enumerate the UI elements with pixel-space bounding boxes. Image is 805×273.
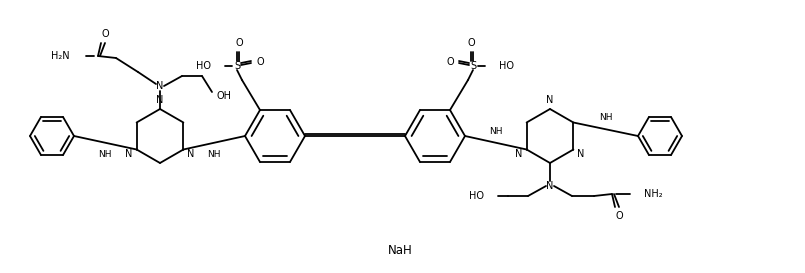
Text: S: S	[234, 61, 240, 71]
Text: H₂N: H₂N	[52, 51, 70, 61]
Text: O: O	[615, 211, 623, 221]
Text: N: N	[188, 149, 195, 159]
Text: NH: NH	[208, 150, 221, 159]
Text: HO: HO	[499, 61, 514, 71]
Text: HO: HO	[469, 191, 484, 201]
Text: NH₂: NH₂	[644, 189, 663, 199]
Text: N: N	[547, 95, 554, 105]
Text: N: N	[125, 149, 133, 159]
Text: NaH: NaH	[388, 245, 412, 257]
Text: O: O	[467, 38, 475, 48]
Text: N: N	[515, 149, 522, 159]
Text: O: O	[256, 57, 264, 67]
Text: N: N	[577, 149, 585, 159]
Text: NH: NH	[489, 127, 502, 136]
Text: N: N	[547, 181, 554, 191]
Text: N: N	[156, 95, 163, 105]
Text: O: O	[101, 29, 109, 39]
Text: OH: OH	[216, 91, 231, 101]
Text: O: O	[446, 57, 454, 67]
Text: O: O	[235, 38, 243, 48]
Text: HO: HO	[196, 61, 211, 71]
Text: NH: NH	[98, 150, 112, 159]
Text: N: N	[156, 81, 163, 91]
Text: S: S	[470, 61, 476, 71]
Text: NH: NH	[599, 113, 613, 122]
